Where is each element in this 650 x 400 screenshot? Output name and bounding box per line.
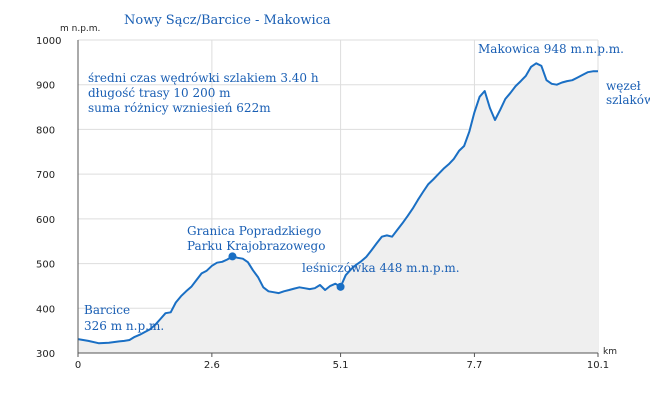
y-tick-label: 600 xyxy=(36,215,55,226)
x-tick-label: 0 xyxy=(75,360,81,371)
x-tick-label: 5.1 xyxy=(333,360,349,371)
axis-ticks: 300 400 500 600 700 800 900 1000 0 2.6 5.1 7.7 10.1 xyxy=(36,36,609,371)
x-tick-label: 7.7 xyxy=(466,360,482,371)
park-boundary-label-line2: Parku Krajobrazowego xyxy=(187,239,325,253)
peak-label: Makowica 948 m.n.p.m. xyxy=(478,42,624,56)
info-elevation-gain: suma różnicy wzniesień 622m xyxy=(88,101,271,115)
info-route-length: długość trasy 10 200 m xyxy=(88,86,231,100)
marker-park xyxy=(228,252,237,261)
y-tick-label: 300 xyxy=(36,349,55,360)
y-axis-unit-label: m n.p.m. xyxy=(60,24,100,34)
junction-label-line2: szlaków xyxy=(606,93,650,107)
lesniczowka-label: leśniczówka 448 m.n.p.m. xyxy=(302,261,460,275)
elevation-profile-line xyxy=(77,62,598,345)
route-markers xyxy=(228,252,345,291)
y-tick-label: 700 xyxy=(36,170,55,181)
y-tick-label: 1000 xyxy=(36,36,61,47)
x-tick-label: 10.1 xyxy=(587,360,609,371)
start-point-name: Barcice xyxy=(84,303,130,317)
y-tick-label: 500 xyxy=(36,260,55,271)
y-tick-label: 400 xyxy=(36,304,55,315)
y-tick-label: 800 xyxy=(36,125,55,136)
x-axis-unit-label: km xyxy=(603,347,617,357)
x-tick-label: 2.6 xyxy=(204,360,220,371)
y-tick-label: 900 xyxy=(36,81,55,92)
info-average-time: średni czas wędrówki szlakiem 3.40 h xyxy=(88,71,319,85)
marker-lesniczowka xyxy=(336,282,345,291)
park-boundary-label-line1: Granica Popradzkiego xyxy=(187,224,321,238)
junction-label-line1: węzeł xyxy=(606,79,641,93)
start-point-elevation: 326 m n.p.m. xyxy=(84,319,164,333)
chart-title: Nowy Sącz/Barcice - Makowica xyxy=(124,13,331,28)
